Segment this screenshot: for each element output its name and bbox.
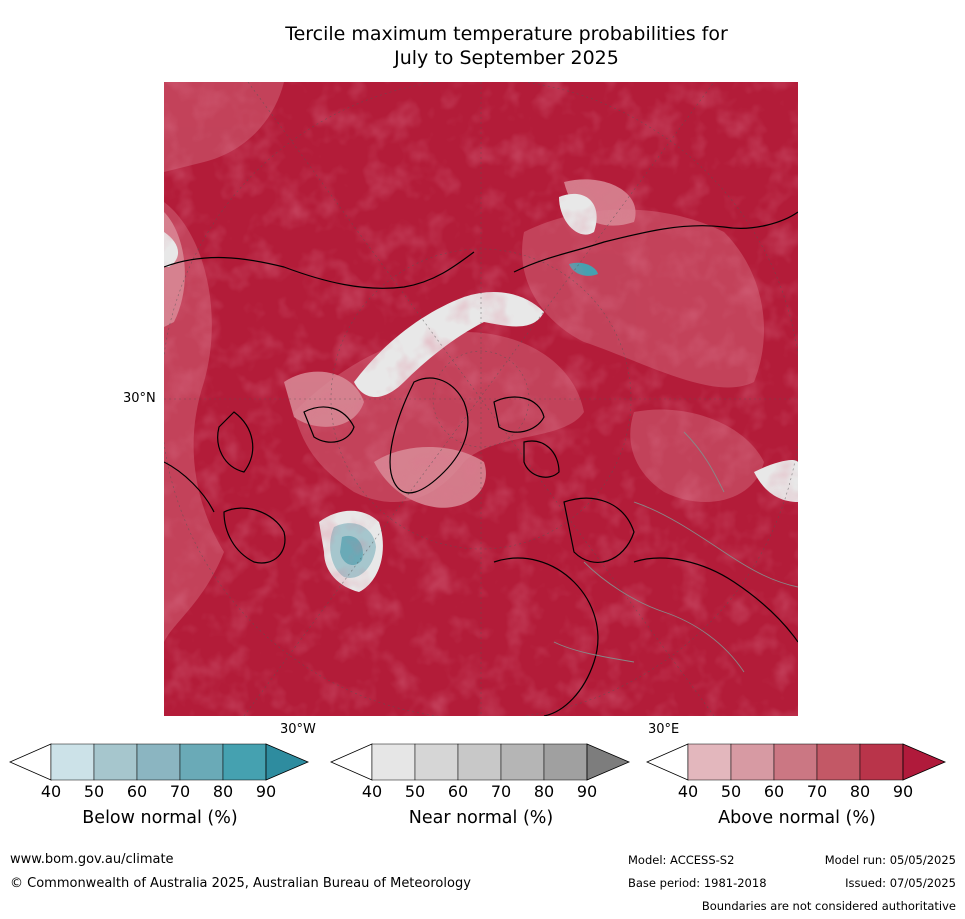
graticule (164, 82, 798, 716)
below-normal-tick-50: 50 (83, 782, 105, 801)
above-normal-swatch-50 (730, 743, 775, 781)
below-normal-swatch-60 (136, 743, 181, 781)
colorbar-near-normal (330, 742, 640, 782)
above-normal-tick-80: 80 (849, 782, 871, 801)
above-normal-swatch-80 (859, 743, 904, 781)
model-name: Model: ACCESS-S2 (628, 853, 735, 867)
below-normal-swatch-70 (179, 743, 224, 781)
below-normal-swatch-50 (93, 743, 138, 781)
title-line-1: Tercile maximum temperature probabilitie… (285, 23, 728, 45)
near-normal-swatch-70 (500, 743, 545, 781)
colorbar-near-normal-swatches (330, 743, 631, 781)
colorbar-above-normal-swatches (646, 743, 947, 781)
near-normal-low-extension (330, 743, 373, 781)
below-normal-tick-90: 90 (255, 782, 277, 801)
above-normal-tick-50: 50 (720, 782, 742, 801)
below-normal-tick-70: 70 (169, 782, 191, 801)
below-normal-tick-80: 80 (212, 782, 234, 801)
boundaries-disclaimer: Boundaries are not considered authoritat… (701, 899, 956, 913)
above-normal-high-extension (902, 743, 947, 781)
above-normal-tick-60: 60 (763, 782, 785, 801)
below-normal-high-extension (265, 743, 310, 781)
probability-map (164, 82, 798, 716)
near-normal-tick-70: 70 (490, 782, 512, 801)
below-normal-tick-40: 40 (40, 782, 62, 801)
colorbar-near-normal-label: Near normal (%) (408, 808, 554, 828)
near-normal-tick-80: 80 (533, 782, 555, 801)
lon-30w-label: 30°W (280, 722, 316, 737)
colorbar-below-normal (9, 742, 319, 782)
near-normal-tick-60: 60 (447, 782, 469, 801)
above-normal-swatch-60 (773, 743, 818, 781)
near-normal-swatch-80 (543, 743, 588, 781)
chart-title: Tercile maximum temperature probabilitie… (0, 22, 965, 70)
near-normal-swatch-40 (371, 743, 416, 781)
above-normal-tick-40: 40 (677, 782, 699, 801)
above-normal-tick-70: 70 (806, 782, 828, 801)
coastlines (164, 211, 798, 716)
near-normal-swatch-50 (414, 743, 459, 781)
above-normal-tick-90: 90 (892, 782, 914, 801)
website-link[interactable]: www.bom.gov.au/climate (10, 852, 174, 867)
near-normal-tick-90: 90 (576, 782, 598, 801)
colorbar-above-normal-label: Above normal (%) (718, 808, 876, 828)
below-normal-swatch-40 (50, 743, 95, 781)
above-normal-swatch-70 (816, 743, 861, 781)
model-run-date: Model run: 05/05/2025 (824, 853, 956, 867)
colorbar-below-normal-label: Below normal (%) (82, 808, 238, 828)
country-borders (553, 431, 798, 673)
lat-30n-label: 30°N (123, 391, 156, 406)
lon-30e-label: 30°E (648, 722, 680, 737)
copyright-notice: © Commonwealth of Australia 2025, Austra… (10, 876, 471, 891)
issued-date: Issued: 07/05/2025 (845, 876, 956, 890)
below-normal-tick-60: 60 (126, 782, 148, 801)
near-normal-high-extension (586, 743, 631, 781)
colorbar-below-normal-swatches (9, 743, 310, 781)
above-normal-swatch-40 (687, 743, 732, 781)
near-normal-tick-40: 40 (361, 782, 383, 801)
colorbar-above-normal (646, 742, 956, 782)
below-normal-swatch-80 (222, 743, 267, 781)
below-normal-low-extension (9, 743, 52, 781)
title-line-2: July to September 2025 (394, 47, 619, 69)
near-normal-swatch-60 (457, 743, 502, 781)
above-normal-low-extension (646, 743, 689, 781)
base-period: Base period: 1981-2018 (628, 876, 767, 890)
near-normal-tick-50: 50 (404, 782, 426, 801)
